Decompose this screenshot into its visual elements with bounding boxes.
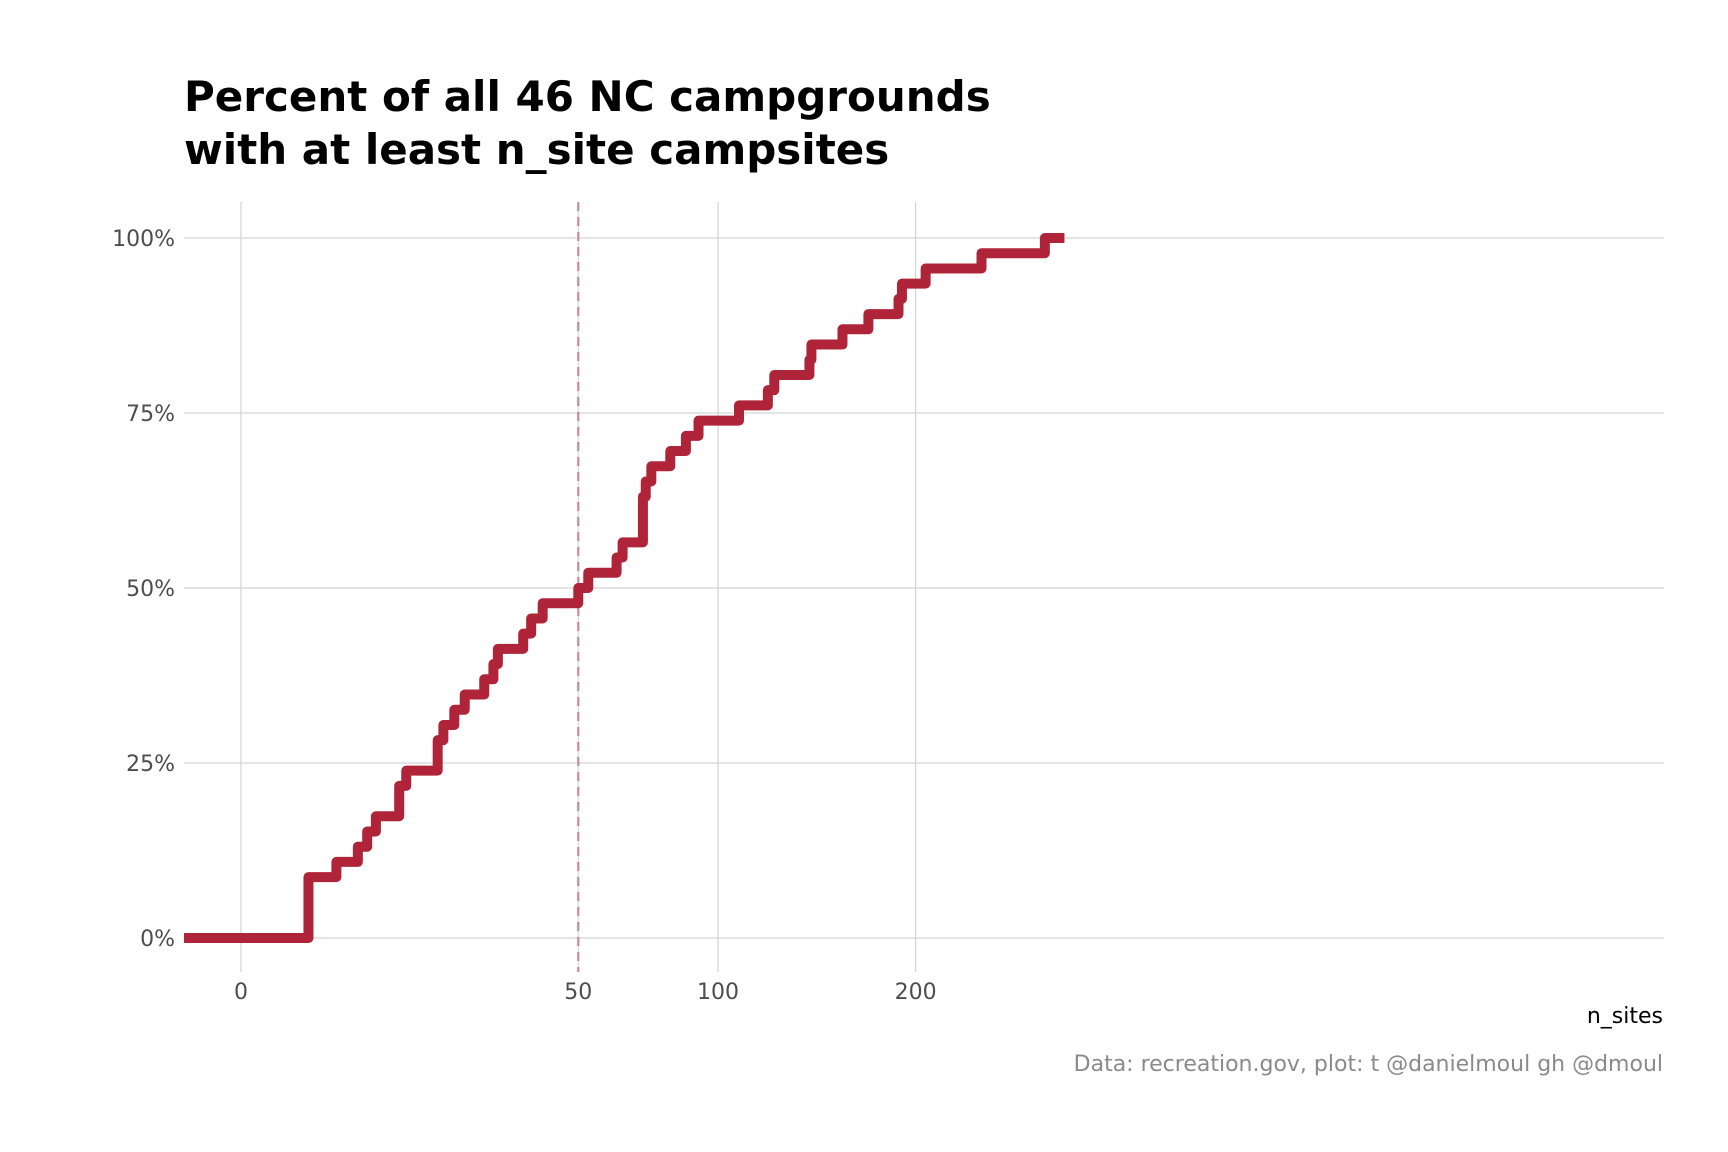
- x-tick-label: 200: [895, 980, 937, 1005]
- x-axis-label: n_sites: [1586, 1004, 1663, 1029]
- chart-title-line-2: with at least n_site campsites: [184, 125, 890, 174]
- y-gridlines: [184, 237, 1664, 939]
- y-tick-label: 75%: [126, 402, 175, 427]
- y-tick-label: 50%: [126, 577, 175, 602]
- x-tick-label: 100: [697, 980, 739, 1005]
- caption: Data: recreation.gov, plot: t @danielmou…: [1073, 1052, 1663, 1077]
- chart-title-line-1: Percent of all 46 NC campgrounds: [184, 72, 991, 121]
- x-tick-label: 50: [564, 980, 592, 1005]
- y-tick-label: 25%: [126, 752, 175, 777]
- y-tick-label: 0%: [140, 927, 175, 952]
- chart-title: Percent of all 46 NC campgrounds with at…: [184, 70, 991, 176]
- x-tick-label: 0: [234, 980, 248, 1005]
- x-tick-labels: 0 50 100 200: [234, 980, 937, 1005]
- step-series-line: [184, 233, 1065, 943]
- y-tick-label: 100%: [112, 227, 175, 252]
- x-gridlines: [240, 202, 917, 972]
- y-tick-labels: 0% 25% 50% 75% 100%: [112, 227, 175, 952]
